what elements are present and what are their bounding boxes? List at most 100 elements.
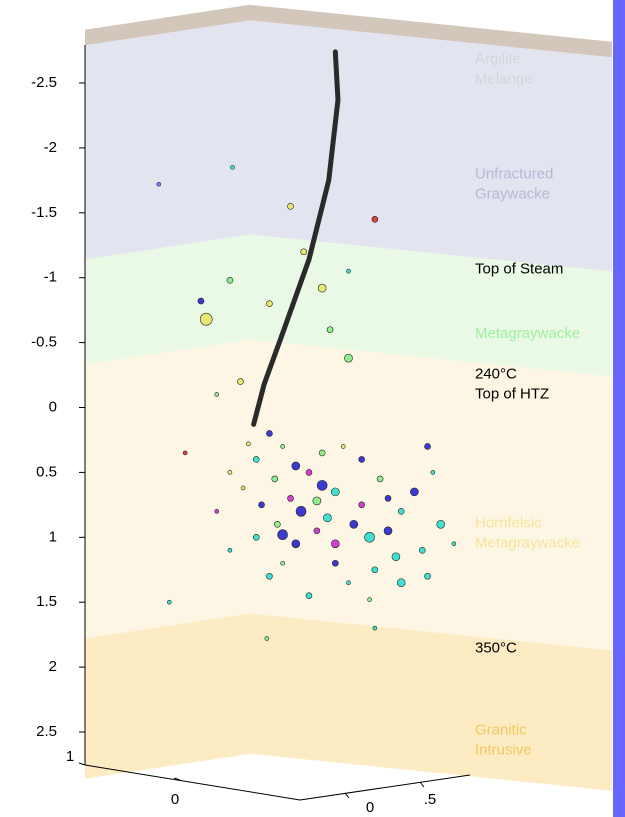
event-point [372,625,378,631]
event-point [349,520,359,529]
boundary-label: 350°C [475,640,517,657]
event-point [266,430,273,437]
event-point [326,326,334,333]
x-tick-label: 0 [171,791,179,808]
event-point [358,456,365,463]
event-point [240,485,246,491]
boundary-label: Top of Steam [475,260,563,277]
z-tick [344,792,350,799]
event-point [266,572,273,580]
event-point [280,560,285,566]
event-point [317,283,327,293]
layer [85,4,612,58]
event-point [266,300,273,307]
event-point [277,529,288,541]
event-point [214,392,220,397]
x-axis [84,764,301,801]
layer-label-line: Intrusive [475,742,532,759]
event-point [391,552,401,562]
event-point [418,546,426,554]
event-point [167,599,172,605]
event-point [451,541,457,547]
event-point [371,215,379,223]
y-tick-label: -2.5 [31,74,57,91]
event-point [252,456,260,463]
event-point [332,559,339,567]
layer-label-line: Metagraywacke [475,535,580,552]
event-point [346,268,351,274]
layer-label: Metagraywacke [475,325,580,342]
event-point [340,444,346,449]
layer-label: Granitic Intrusive [475,722,532,759]
event-point [199,312,213,326]
z-tick-label: 0 [366,799,374,816]
event-point [246,441,251,447]
event-point [252,533,260,541]
event-point [230,165,235,170]
event-point [156,181,162,187]
event-point [384,495,392,502]
event-point [258,501,265,509]
layer-label: Hornfelsic Metagraywacke [475,515,580,552]
event-point [287,203,294,210]
y-tick-label: -1.5 [31,204,57,221]
layer [85,613,612,791]
y-tick-label: 0.5 [36,463,57,480]
well-path [251,49,341,427]
event-point [182,450,188,456]
event-point [396,578,406,588]
event-point [237,378,244,385]
event-point [436,520,446,529]
event-point [397,508,405,515]
event-point [300,248,308,256]
event-point [226,276,234,284]
event-point [291,539,301,549]
layer-label-line: Granitic [475,722,527,739]
event-point [331,539,340,549]
layer-label-line: Graywacke [475,185,550,202]
y-tick-label: 2.5 [36,723,57,740]
boundary-label-line: 240°C [475,366,517,383]
event-point [197,297,205,305]
event-point [430,470,436,475]
event-point [316,480,328,491]
layer [85,20,612,272]
y-tick-label: 2 [49,658,57,675]
x-tick-label: 1 [66,748,74,765]
boundary-label-line: Top of HTZ [475,386,549,403]
event-point [371,566,379,574]
layer [85,339,612,651]
y-tick-label: -0.5 [31,334,57,351]
event-point [280,444,285,449]
x-tick [78,762,86,766]
x-tick [173,777,181,781]
event-point [318,449,326,457]
event-point [383,526,393,536]
event-point [291,461,301,471]
y-tick-label: 0 [49,398,57,415]
event-point [271,475,279,483]
event-point [424,572,431,580]
event-point [344,353,353,363]
event-point [331,487,340,497]
event-point [424,443,431,450]
event-point [287,495,294,502]
event-point [358,501,365,509]
event-point [305,592,313,600]
y-tick-label: 1.5 [36,593,57,610]
boundary-label-line: 350°C [475,640,517,657]
side-bar [613,0,625,817]
y-tick-label: -2 [44,139,57,156]
event-point [364,531,375,543]
layer-label: Unfractured Graywacke [475,165,553,202]
event-point [313,527,321,535]
event-point [367,597,372,602]
event-point [227,470,233,475]
event-point [305,469,313,476]
boundary-label-line: Top of Steam [475,260,563,277]
event-point [346,580,351,586]
event-point [264,636,270,641]
layer-label-line: Metagraywacke [475,325,580,342]
event-point [274,521,281,528]
event-point [227,547,233,553]
